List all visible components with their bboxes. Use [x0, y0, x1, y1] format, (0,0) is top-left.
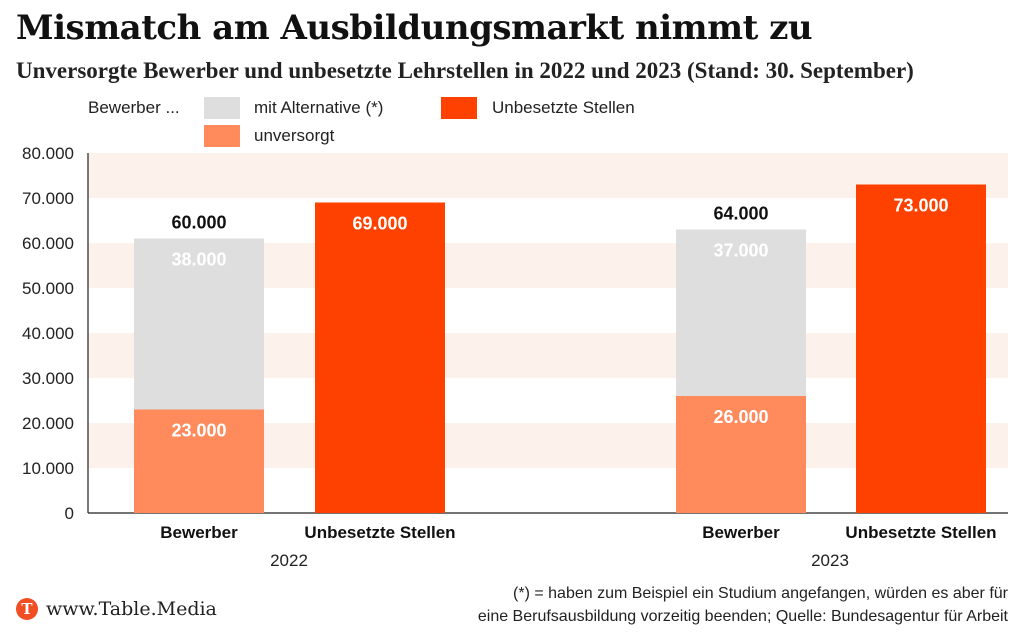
x-group-label: 2022 — [270, 551, 308, 570]
x-category-label: Unbesetzte Stellen — [304, 523, 455, 542]
x-group-label: 2023 — [811, 551, 849, 570]
y-tick-label: 60.000 — [22, 234, 74, 253]
y-tick-label: 80.000 — [22, 144, 74, 163]
legend-label-unversorgt: unversorgt — [254, 126, 335, 145]
y-tick-label: 10.000 — [22, 459, 74, 478]
legend-label-mit-alternative: mit Alternative (*) — [254, 98, 384, 117]
y-tick-label: 0 — [65, 504, 74, 523]
bar-unbesetzte-stellen-2023 — [856, 184, 986, 513]
y-tick-label: 70.000 — [22, 189, 74, 208]
legend-swatch-unversorgt — [204, 125, 240, 147]
data-label: 37.000 — [713, 241, 768, 261]
legend-label-unbesetzte-stellen: Unbesetzte Stellen — [492, 98, 635, 117]
data-label: 23.000 — [171, 421, 226, 441]
data-label: 38.000 — [171, 250, 226, 270]
grid-band — [88, 198, 1008, 243]
y-tick-label: 40.000 — [22, 324, 74, 343]
y-tick-label: 20.000 — [22, 414, 74, 433]
total-label: 60.000 — [171, 213, 226, 233]
bar-unbesetzte-stellen-2022 — [315, 202, 445, 513]
bar-chart: 0 10.000 20.000 30.000 40.000 50.000 60.000 70.… — [22, 144, 1008, 570]
data-label: 69.000 — [352, 214, 407, 234]
data-label: 73.000 — [893, 196, 948, 216]
bar-mit-alternative-2023 — [676, 229, 806, 396]
brand-logo: T www.Table.Media — [16, 598, 217, 620]
legend-swatch-mit-alternative — [204, 97, 240, 119]
legend-swatch-unbesetzte-stellen — [441, 97, 477, 119]
bar-mit-alternative-2022 — [134, 238, 264, 410]
legend-prefix: Bewerber ... — [88, 98, 180, 117]
chart-subtitle: Unversorgte Bewerber und unbesetzte Lehr… — [16, 58, 914, 83]
chart-title: Mismatch am Ausbildungsmarkt nimmt zu — [16, 8, 813, 48]
table-media-logo-icon: T — [16, 598, 38, 620]
x-category-label: Unbesetzte Stellen — [845, 523, 996, 542]
footnote-line-2: eine Berufsausbildung vorzeitig beenden;… — [477, 608, 1008, 625]
bar-unversorgt-2023 — [676, 396, 806, 513]
x-category-label: Bewerber — [160, 523, 238, 542]
y-tick-label: 30.000 — [22, 369, 74, 388]
footnote-line-1: (*) = haben zum Beispiel ein Studium ang… — [513, 585, 1008, 602]
footnote: (*) = haben zum Beispiel ein Studium ang… — [478, 582, 1008, 628]
grid-band — [88, 153, 1008, 198]
y-tick-label: 50.000 — [22, 279, 74, 298]
total-label: 64.000 — [713, 204, 768, 224]
bar-unversorgt-2022 — [134, 409, 264, 513]
brand-url: www.Table.Media — [46, 598, 217, 620]
data-label: 26.000 — [713, 407, 768, 427]
x-category-label: Bewerber — [702, 523, 780, 542]
